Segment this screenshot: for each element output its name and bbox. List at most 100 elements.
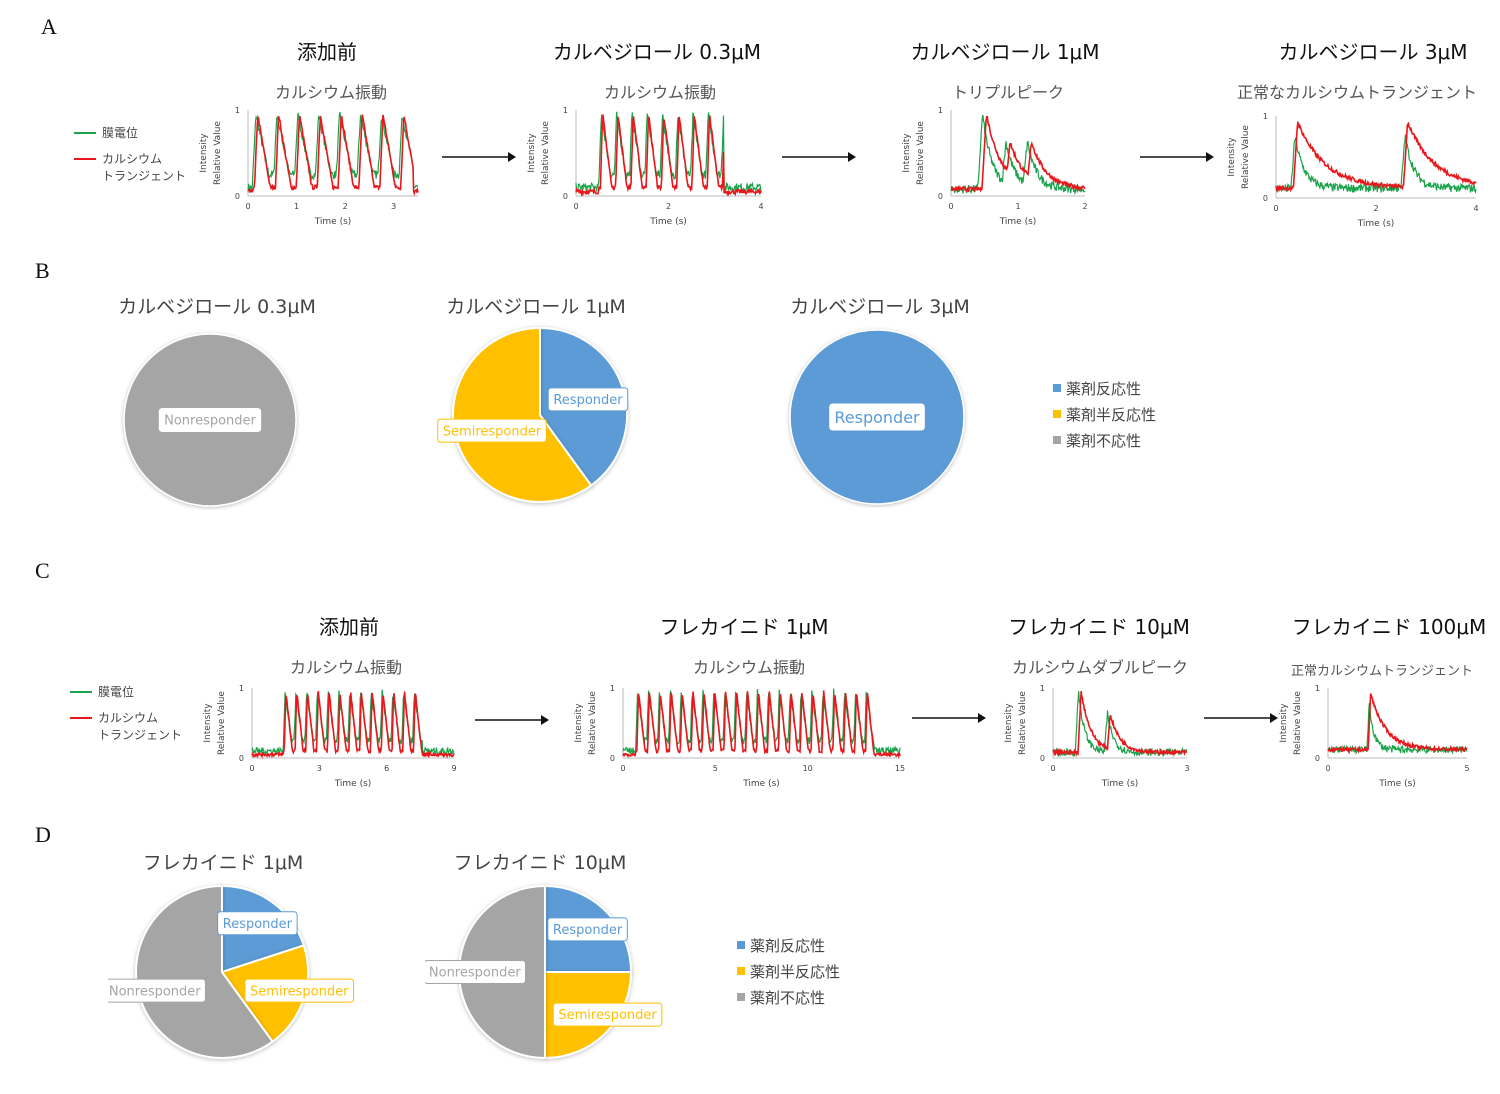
b-title-1: カルベジロール 0.3μM <box>118 296 316 318</box>
c-title-3: フレカイニド 10μM <box>1008 615 1190 639</box>
pie-label-box <box>108 978 206 1003</box>
calcium-transient-series <box>1052 691 1188 758</box>
y-tick-0: 0 <box>1263 194 1268 203</box>
y-tick-1: 1 <box>1263 112 1268 121</box>
x-axis-label: Time (s) <box>314 217 352 227</box>
x-axis-label: Time (s) <box>1101 779 1139 789</box>
legend-membrane-label: 膜電位 <box>102 126 139 140</box>
legend-semiresponder-label-d: 薬剤半反応性 <box>750 962 841 981</box>
pie-label-semiresponder: Semiresponder <box>552 1002 663 1027</box>
y-tick-0: 0 <box>563 192 568 201</box>
x-axis-label: Time (s) <box>1378 779 1416 789</box>
pie-label-text: Semiresponder <box>250 984 349 999</box>
x-tick-label: 4 <box>1473 204 1478 213</box>
legend-responder-label: 薬剤反応性 <box>1066 379 1142 398</box>
pie-label-responder: Responder <box>547 387 629 412</box>
a-subtitle-4: 正常なカルシウムトランジェント <box>1236 83 1478 102</box>
a-title-4: カルベジロール 3μM <box>1278 40 1468 64</box>
y-tick-0: 0 <box>235 192 240 201</box>
y-axis-label-relative: Relative Value <box>1241 125 1251 189</box>
y-axis-label-relative: Relative Value <box>541 121 551 185</box>
trace-chart-a1: Intensity Relative Value 1 00 1 2 3 Time (s) <box>199 106 419 227</box>
arrow-c1 <box>475 715 549 725</box>
x-tick-label: 5 <box>1464 764 1469 773</box>
trace-chart-a2: Intensity Relative Value 1 00 2 4 Time (s) <box>527 106 764 227</box>
x-tick-label: 0 <box>948 202 953 211</box>
legend-green-line <box>74 131 96 134</box>
y-tick-1: 1 <box>563 106 568 115</box>
pie-label-box <box>425 960 526 984</box>
legend-responder-label-d: 薬剤反応性 <box>750 936 826 955</box>
x-tick-label: 0 <box>1273 204 1278 213</box>
pie-label-responder: Responder <box>547 917 628 942</box>
y-axis-label-intensity: Intensity <box>1279 703 1289 743</box>
legend-nonresponder-label-d: 薬剤不応性 <box>750 988 826 1007</box>
pie-label-semiresponder: Semiresponder <box>244 978 355 1003</box>
x-axis-label: Time (s) <box>1357 219 1395 229</box>
pie-label-text: Semiresponder <box>558 1008 657 1023</box>
calcium-transient-series <box>950 115 1086 193</box>
legend-responder-d: 薬剤反応性 <box>737 932 840 958</box>
y-tick-0: 0 <box>1315 754 1320 763</box>
x-tick-label: 0 <box>245 202 250 211</box>
legend-calcium-label-2: トランジェント <box>102 169 187 183</box>
responder-swatch <box>1053 384 1061 392</box>
trace-chart-c4: Intensity Relative Value 1 00 5 Time (s) <box>1279 684 1470 789</box>
y-axis-label-relative: Relative Value <box>213 121 223 185</box>
c-title-1: 添加前 <box>319 615 379 639</box>
trace-chart-c3: Intensity Relative Value 1 00 3 Time (s) <box>1004 684 1190 789</box>
legend-red-line-c <box>70 716 92 719</box>
legend-membrane-label-c: 膜電位 <box>98 685 135 699</box>
pie-label-text: Responder <box>553 393 623 408</box>
legend-nonresponder-label: 薬剤不応性 <box>1066 431 1142 450</box>
b-title-3: カルベジロール 3μM <box>790 296 970 318</box>
y-tick-0: 0 <box>610 754 615 763</box>
c-trace-legend: 膜電位 カルシウム トランジェント <box>70 683 182 743</box>
trace-chart-a4: Intensity Relative Value 1 00 2 4 Time (s) <box>1227 112 1479 229</box>
y-axis-label-relative: Relative Value <box>588 691 598 755</box>
a-title-1: 添加前 <box>297 40 357 64</box>
pie-label-box <box>552 1002 663 1027</box>
a-title-3: カルベジロール 1μM <box>910 40 1100 64</box>
x-tick-label: 0 <box>573 202 578 211</box>
pie-label-nonresponder: Nonresponder <box>425 960 526 984</box>
pie-chart-b2: Responder Semiresponder <box>437 326 629 503</box>
y-axis-label-intensity: Intensity <box>199 133 209 173</box>
y-tick-1: 1 <box>235 106 240 115</box>
calcium-transient-series <box>247 114 419 197</box>
x-tick-label: 1 <box>1015 202 1020 211</box>
b-title-2: カルベジロール 1μM <box>446 296 626 318</box>
panel-label-c: C <box>35 558 50 583</box>
a-subtitle-1: カルシウム振動 <box>274 83 388 102</box>
pie-label-nonresponder: Nonresponder <box>158 408 262 432</box>
x-tick-label: 2 <box>1082 202 1087 211</box>
pie-label-text: Nonresponder <box>164 414 256 429</box>
calcium-transient-series <box>251 690 455 760</box>
x-axis-label: Time (s) <box>334 779 372 789</box>
x-tick-label: 0 <box>620 764 625 773</box>
y-axis-label-intensity: Intensity <box>1227 137 1237 177</box>
legend-calcium-label: カルシウム <box>102 152 163 166</box>
a-subtitle-3: トリプルピーク <box>951 83 1065 102</box>
x-tick-label: 4 <box>758 202 763 211</box>
pie-chart-b1: Nonresponder <box>123 333 297 507</box>
y-axis-label-intensity: Intensity <box>1004 703 1014 743</box>
y-axis-label-intensity: Intensity <box>902 133 912 173</box>
x-axis-label: Time (s) <box>999 217 1037 227</box>
x-tick-label: 2 <box>343 202 348 211</box>
pie-label-responder: Responder <box>829 403 925 431</box>
arrow-c2 <box>912 713 986 723</box>
y-axis-label-relative: Relative Value <box>1018 691 1028 755</box>
y-tick-1: 1 <box>239 684 244 693</box>
c-subtitle-2: カルシウム振動 <box>692 658 806 677</box>
pie-label-text: Semiresponder <box>443 424 542 439</box>
y-tick-1: 1 <box>1315 684 1320 693</box>
legend-calcium-c: カルシウム <box>70 709 182 726</box>
y-tick-0: 0 <box>1040 754 1045 763</box>
arrow-a3 <box>1140 152 1214 162</box>
pie-chart-d2: Responder Semiresponder Nonresponder <box>425 884 663 1060</box>
pie-label-box <box>158 408 262 432</box>
x-tick-label: 5 <box>713 764 718 773</box>
c-subtitle-4: 正常カルシウムトランジェント <box>1290 664 1474 679</box>
